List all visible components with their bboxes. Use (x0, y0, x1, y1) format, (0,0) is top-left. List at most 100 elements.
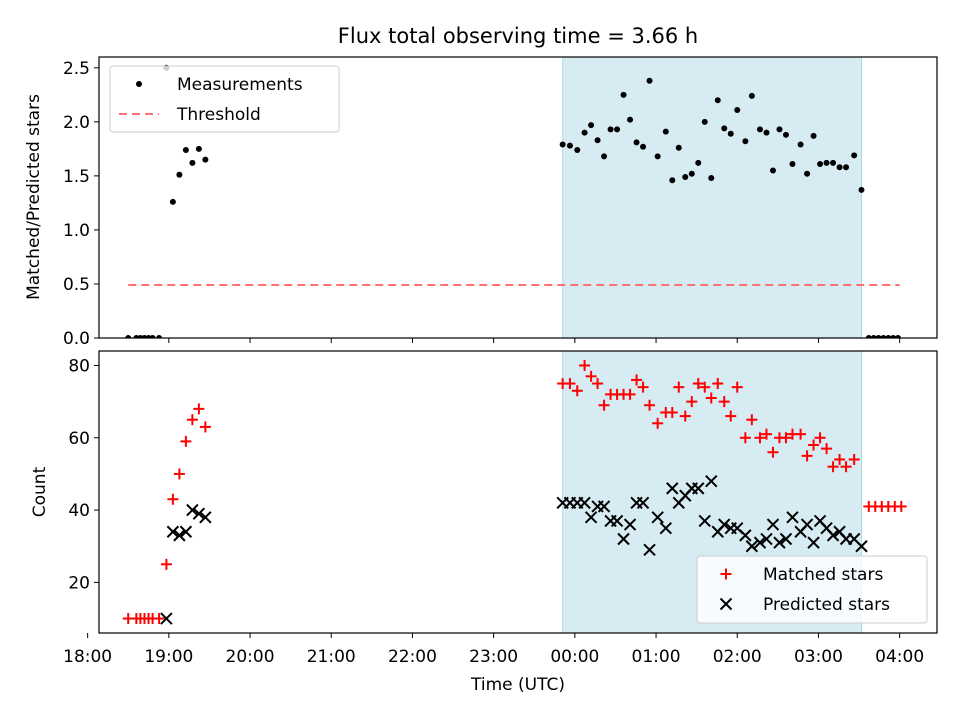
matched-star-point (585, 370, 597, 382)
matched-star-point (186, 414, 198, 426)
measurement-point (875, 335, 882, 338)
predicted-star-point-b (833, 525, 846, 538)
matched-star-point (644, 399, 656, 411)
measurement-point (843, 164, 850, 171)
predicted-star-point-b (813, 514, 827, 528)
measurement-point (646, 77, 653, 84)
x-tick-label: 22:00 (388, 647, 437, 667)
measurement-point (836, 164, 843, 171)
matched-star-point (160, 558, 172, 570)
measurement-point (782, 131, 789, 138)
predicted-star-point (597, 500, 611, 513)
predicted-star-point-b (826, 529, 840, 542)
matched-star-point (699, 381, 711, 393)
matched-star-point (895, 500, 907, 512)
measurement-point (870, 335, 877, 338)
x-axis-label: Time (UTC) (470, 675, 565, 695)
predicted-star-point-b (800, 518, 814, 531)
y-tick-label: 2.5 (63, 59, 90, 79)
matched-star-point (637, 381, 649, 393)
legend-box (109, 65, 340, 133)
predicted-star-point-b (597, 500, 611, 513)
x-tick-label: 00:00 (550, 647, 599, 667)
y-tick-label: 0.5 (63, 275, 90, 295)
matched-star-point (795, 428, 807, 440)
measurement-point (721, 125, 728, 132)
measurement-point (195, 145, 202, 152)
legend-box (696, 555, 928, 624)
legend-predicted-marker (719, 597, 733, 611)
predicted-star-point (786, 511, 799, 524)
matched-star-point (173, 468, 185, 480)
predicted-star-point-b (766, 518, 780, 531)
y-tick-label: 2.0 (63, 113, 90, 133)
chart-title: Flux total observing time = 3.66 h (338, 24, 698, 48)
measurement-point (620, 91, 627, 98)
matched-star-point (801, 450, 813, 462)
predicted-star-point-b (166, 525, 180, 538)
matched-star-point (731, 381, 743, 393)
measurement-point (627, 116, 634, 123)
measurement-point (156, 335, 163, 338)
predicted-star-point-b (636, 496, 650, 510)
x-tick-label: 23:00 (469, 647, 518, 667)
matched-star-point (167, 493, 179, 505)
predicted-star-point (666, 482, 679, 495)
measurement-point (669, 177, 676, 184)
measurement-point (654, 153, 661, 160)
predicted-star-point-b (199, 511, 212, 524)
x-tick-label: 01:00 (632, 647, 681, 667)
y-axis-label-count: Count (30, 466, 50, 517)
x-tick-label: 04:00 (875, 647, 924, 667)
measurement-point (688, 170, 695, 177)
x-tick-label: 18:00 (63, 647, 112, 667)
predicted-star-point (610, 514, 624, 528)
predicted-star-point (739, 529, 752, 542)
predicted-star-point-b (760, 532, 773, 546)
predicted-star-point (584, 511, 598, 524)
plot-area (122, 359, 907, 625)
measurement-point (858, 186, 865, 193)
x-tick-label: 19:00 (144, 647, 193, 667)
measurement-point (748, 92, 755, 99)
predicted-star-point-b (578, 496, 591, 510)
measurement-point (885, 335, 892, 338)
measurement-point (202, 156, 209, 163)
predicted-star-point (166, 525, 180, 538)
predicted-star-point (800, 518, 814, 531)
predicted-star-point-b (659, 521, 672, 535)
y-tick-label: 0.0 (63, 329, 90, 349)
predicted-star-point-b (192, 507, 206, 520)
y-tick-label: 1.0 (63, 221, 90, 241)
matched-star-point (673, 381, 685, 393)
predicted-star-point (718, 518, 731, 531)
matched-star-point (712, 378, 724, 390)
measurement-point (756, 126, 763, 133)
measurement-point (574, 146, 581, 153)
predicted-star-point-b (186, 503, 199, 517)
predicted-star-point-b (623, 518, 637, 531)
predicted-star-point (692, 482, 705, 495)
measurement-point (675, 144, 682, 151)
measurement-point (588, 122, 595, 129)
predicted-star-point (173, 529, 186, 542)
predicted-star-point-b (855, 540, 868, 553)
predicted-star-point-b (718, 518, 731, 531)
matched-star-point (705, 392, 717, 404)
measurement-point (890, 335, 897, 338)
predicted-star-point (773, 536, 786, 549)
predicted-star-point-b (160, 612, 173, 625)
measurement-point (797, 141, 804, 148)
predicted-star-point (705, 474, 718, 488)
matched-star-point (718, 396, 730, 408)
predicted-star-point-b (610, 514, 624, 528)
legend-matched-marker (720, 568, 732, 580)
matched-star-point (739, 432, 751, 444)
predicted-star-point (643, 543, 656, 557)
matched-star-point (153, 613, 165, 625)
matched-star-point (679, 410, 691, 422)
predicted-star-point (160, 612, 173, 625)
predicted-star-point-b (786, 511, 799, 524)
matched-star-point (754, 432, 766, 444)
